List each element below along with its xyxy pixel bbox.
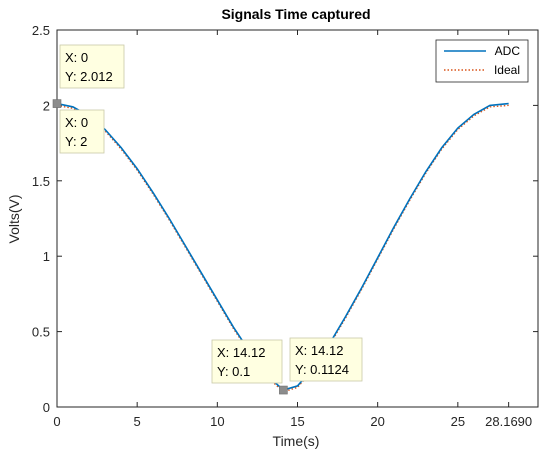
legend-label-ideal: Ideal [494,63,520,77]
datatip[interactable]: X: 14.12 Y: 0.1 [211,339,283,384]
y-tick-label: 1.5 [32,174,50,189]
x-tick-label: 20 [370,414,384,429]
datatip-y: Y: 0.1124 [295,362,349,377]
datatip-marker[interactable] [52,99,62,108]
legend-label-adc: ADC [495,44,521,58]
datatip-y: Y: 0.1 [217,364,250,379]
series-line-ideal [56,104,509,393]
datatip-x: X: 0 [65,50,88,65]
datatip-x: X: 14.12 [295,343,343,358]
x-tick-label: 25 [451,414,465,429]
datatip[interactable]: X: 0 Y: 2.012 [59,44,125,89]
x-tick-label: 28.1690 [485,414,532,429]
y-tick-label: 0 [43,400,50,415]
x-axis-label: Time(s) [273,433,320,449]
datatip-box [289,337,363,382]
y-tick-label: 2.5 [32,23,50,38]
axis-ticks: 0 5 10 15 20 25 28.1690 0 0.5 1 1.5 2 2.5 [32,23,538,429]
x-tick-label: 10 [210,414,224,429]
x-tick-label: 5 [134,414,141,429]
x-tick-label: 0 [53,414,60,429]
x-tick-label: 15 [290,414,304,429]
datatip-box [59,109,105,154]
y-tick-label: 0.5 [32,325,50,340]
datatip-marker[interactable] [279,385,288,395]
datatip-x: X: 0 [65,115,88,130]
datatip-box [211,339,283,384]
legend-box [435,39,529,83]
datatip-box [59,44,125,89]
datatip[interactable]: X: 0 Y: 2 [59,109,105,154]
y-tick-label: 2 [43,98,50,113]
datatip-x: X: 14.12 [217,345,265,360]
datatip[interactable]: X: 14.12 Y: 0.1124 [289,337,363,382]
y-tick-label: 1 [43,249,50,264]
legend: ADC Ideal [435,39,529,83]
y-axis-label: Volts(V) [6,194,22,243]
chart-title: Signals Time captured [221,6,370,22]
datatip-y: Y: 2 [65,134,87,149]
datatip-y: Y: 2.012 [65,69,113,84]
